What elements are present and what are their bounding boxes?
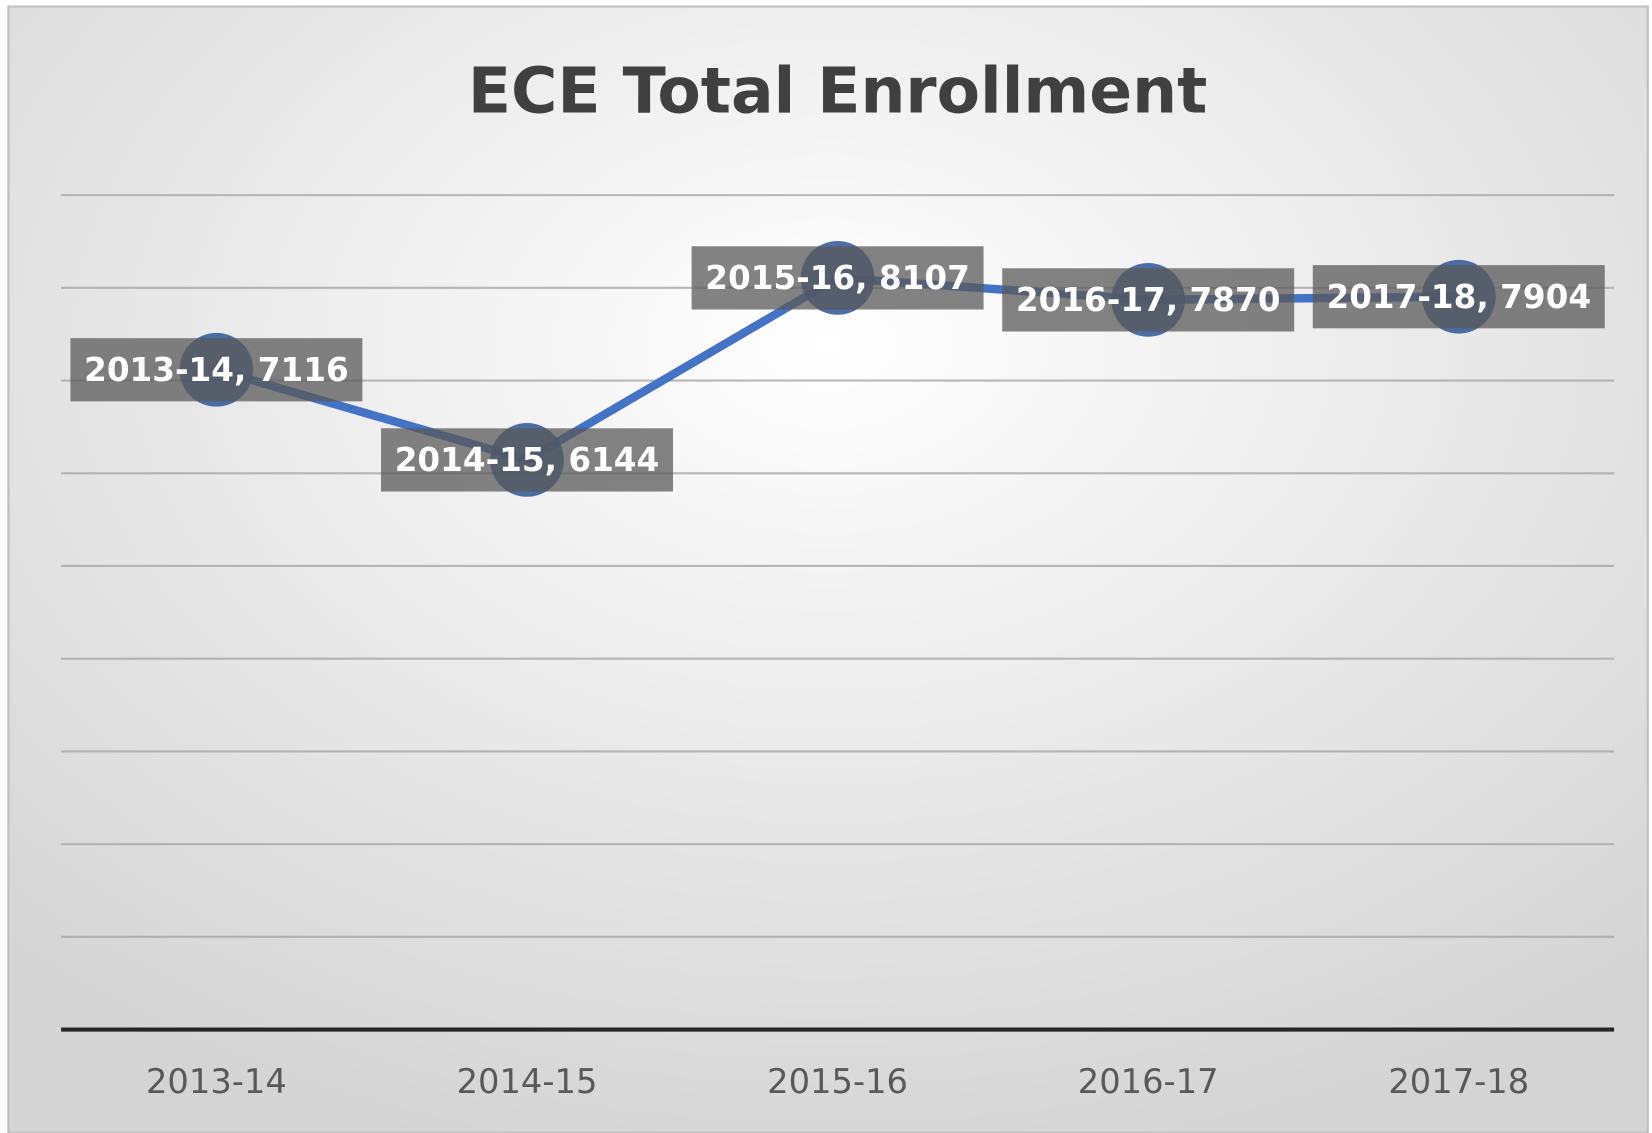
data-label: 2016-17, 7870 xyxy=(1016,281,1281,319)
data-label-box xyxy=(1002,268,1295,332)
x-tick-label: 2013-14 xyxy=(146,1062,287,1101)
data-label: 2017-18, 7904 xyxy=(1326,278,1591,316)
x-tick-label: 2015-16 xyxy=(767,1062,908,1101)
x-tick-label: 2016-17 xyxy=(1078,1062,1219,1101)
chart-title: ECE Total Enrollment xyxy=(468,54,1207,128)
data-label: 2014-15, 6144 xyxy=(395,441,660,479)
data-label-box xyxy=(381,428,673,492)
data-label: 2015-16, 8107 xyxy=(705,259,970,297)
data-label-box xyxy=(1312,265,1605,329)
chart-background xyxy=(7,5,1649,1133)
data-label: 2013-14, 7116 xyxy=(84,351,349,389)
x-tick-label: 2014-15 xyxy=(457,1062,598,1101)
data-label-box xyxy=(70,338,363,402)
data-label-box xyxy=(691,246,984,310)
x-tick-label: 2017-18 xyxy=(1388,1062,1529,1101)
